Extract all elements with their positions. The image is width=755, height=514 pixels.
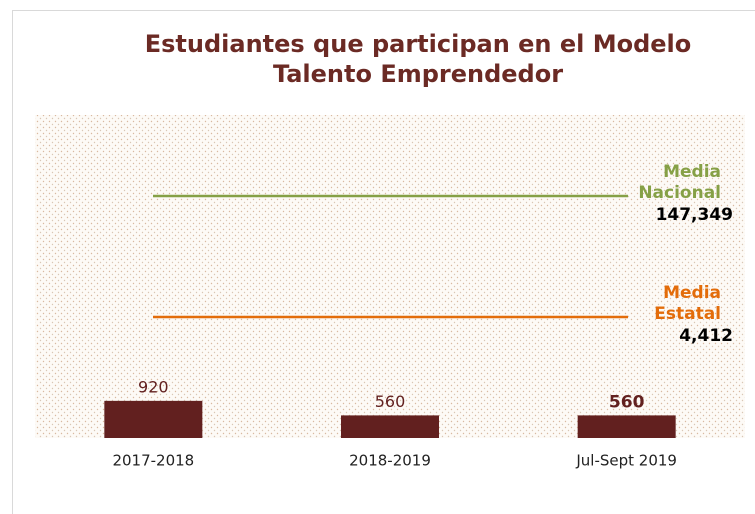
reference-name: Nacional xyxy=(638,183,721,203)
data-label: 560 xyxy=(609,392,645,412)
bar xyxy=(577,415,676,438)
reference-name: Estatal xyxy=(654,304,721,324)
x-tick-label: 2017-2018 xyxy=(112,452,194,470)
x-tick-label: Jul-Sept 2019 xyxy=(575,452,677,470)
bar xyxy=(104,400,203,438)
data-label: 560 xyxy=(375,392,406,411)
reference-name: Media xyxy=(663,162,721,182)
reference-value: 147,349 xyxy=(656,205,733,225)
plot-area xyxy=(35,115,745,438)
reference-name: Media xyxy=(663,283,721,303)
chart-title: Estudiantes que participan en el Modelo xyxy=(145,30,692,58)
chart-title: Talento Emprendedor xyxy=(273,60,563,88)
reference-value: 4,412 xyxy=(679,326,733,346)
data-label: 920 xyxy=(138,377,169,396)
bar xyxy=(341,415,439,438)
x-tick-label: 2018-2019 xyxy=(349,452,431,470)
